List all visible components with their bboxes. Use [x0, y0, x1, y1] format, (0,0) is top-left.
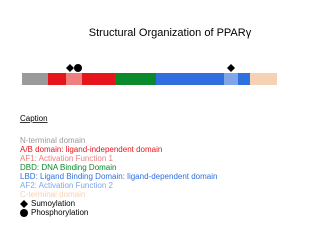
- diagram: Structural Organization of PPARγ Caption…: [20, 27, 277, 217]
- caption-item: LBD: Ligand Binding Domain: ligand-depen…: [20, 172, 217, 181]
- symbol-label: Phosphorylation: [31, 208, 88, 217]
- sumoylation-marker: [227, 64, 235, 72]
- caption-item: DBD: DNA Binding Domain: [20, 163, 116, 172]
- caption-item: AF1: Activation Function 1: [20, 154, 113, 163]
- symbol-label: Sumoylation: [31, 199, 75, 208]
- segment: [224, 73, 238, 85]
- segment: [115, 73, 156, 85]
- caption-item: N-terminal domain: [20, 136, 85, 145]
- caption-heading: Caption: [20, 114, 48, 123]
- segment: [22, 73, 48, 85]
- symbol: [20, 209, 28, 217]
- segment: [66, 73, 82, 85]
- protein-bar: [22, 73, 277, 85]
- title: Structural Organization of PPARγ: [89, 27, 252, 39]
- segment: [238, 73, 250, 85]
- phosphorylation-marker: [74, 64, 82, 72]
- caption-item: C-terminal domain: [20, 190, 85, 199]
- segment: [48, 73, 66, 85]
- segment: [156, 73, 224, 85]
- sumoylation-marker: [66, 64, 74, 72]
- segment: [82, 73, 115, 85]
- caption-item: A/B domain: ligand-independent domain: [20, 145, 162, 154]
- caption-item: AF2: Activation Function 2: [20, 181, 113, 190]
- symbol: [20, 200, 28, 208]
- segment: [250, 73, 277, 85]
